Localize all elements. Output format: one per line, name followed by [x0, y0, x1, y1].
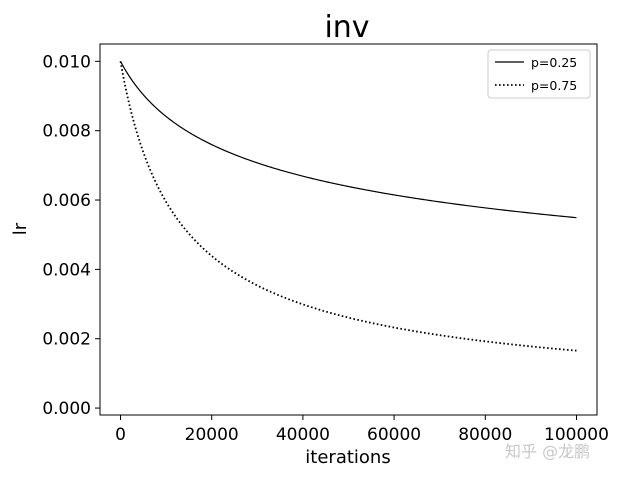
y-axis-label: lr	[10, 222, 31, 235]
plot-area	[99, 43, 598, 416]
y-tick-label: 0.002	[42, 330, 91, 350]
chart-title: inv	[324, 10, 369, 45]
x-tick-label: 60000	[367, 425, 421, 445]
y-axis-ticks: 0.000 0.002 0.004 0.006 0.008 0.010	[42, 52, 100, 419]
legend-label-p025: p=0.25	[531, 55, 577, 70]
x-axis-ticks: 0 20000 40000 60000 80000 100000	[115, 415, 609, 445]
x-tick-label: 0	[115, 425, 126, 445]
y-tick-label: 0.006	[42, 191, 91, 211]
x-axis-label: iterations	[305, 447, 390, 468]
x-tick-label: 80000	[458, 425, 512, 445]
series-line-1	[119, 61, 577, 352]
series-line-0	[119, 61, 577, 219]
x-tick-label: 100000	[544, 425, 609, 445]
y-tick-label: 0.000	[42, 399, 91, 419]
y-tick-label: 0.010	[42, 52, 91, 72]
x-tick-label: 20000	[185, 425, 239, 445]
legend: p=0.25 p=0.75	[487, 49, 591, 99]
watermark: 知乎 @龙鹏	[505, 442, 590, 461]
legend-label-p075: p=0.75	[531, 78, 577, 93]
y-tick-label: 0.004	[42, 260, 91, 280]
series-layer	[119, 61, 577, 352]
y-tick-label: 0.008	[42, 122, 91, 142]
x-tick-label: 40000	[276, 425, 330, 445]
